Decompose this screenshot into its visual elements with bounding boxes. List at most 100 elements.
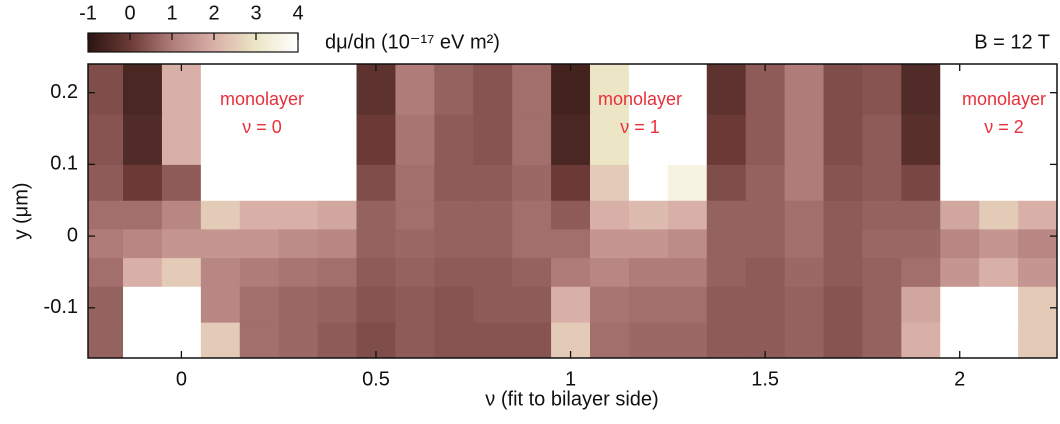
heatmap-cell <box>823 164 863 201</box>
heatmap-cell <box>512 228 552 259</box>
heatmap-cell <box>745 200 786 230</box>
heatmap-cell <box>667 64 708 115</box>
heatmap-cell <box>161 200 202 230</box>
colorbar-tick-label: 2 <box>208 2 219 24</box>
y-tick-label: 0.1 <box>50 153 78 175</box>
heatmap-cell <box>317 228 358 259</box>
heatmap-cell <box>1018 322 1057 358</box>
heatmap-cell <box>979 114 1019 165</box>
heatmap-cell <box>434 200 474 230</box>
heatmap-cell <box>317 114 358 165</box>
heatmap-cell <box>551 228 591 259</box>
heatmap-cell <box>395 200 435 230</box>
heatmap-cell <box>1018 114 1057 165</box>
heatmap-cell <box>473 64 513 115</box>
heatmap-cell <box>862 228 902 259</box>
heatmap-cell <box>667 322 708 358</box>
heatmap-cell <box>784 164 825 201</box>
x-tick-label: 1.5 <box>751 368 779 390</box>
heatmap-cell <box>317 200 358 230</box>
heatmap-cell <box>940 257 980 287</box>
heatmap-cell <box>667 200 708 230</box>
heatmap-cell <box>317 164 358 201</box>
heatmap-cell <box>1018 164 1057 201</box>
heatmap-cell <box>862 257 902 287</box>
heatmap-cell <box>123 164 163 201</box>
heatmap-cell <box>862 164 902 201</box>
heatmap-cell <box>161 228 202 259</box>
x-axis-label: ν (fit to bilayer side) <box>485 388 658 410</box>
heatmap-cell <box>278 200 319 230</box>
heatmap-cell <box>317 286 358 323</box>
heatmap-cell <box>434 64 474 115</box>
heatmap-cell <box>901 64 941 115</box>
colorbar-label: dμ/dn (10⁻¹⁷ eV m²) <box>325 31 500 53</box>
heatmap-cell <box>862 114 902 165</box>
heatmap-cell <box>88 322 124 358</box>
heatmap-cell <box>706 322 747 358</box>
heatmap-cell <box>88 286 124 323</box>
heatmap-cell <box>161 164 202 201</box>
heatmap-cell <box>745 286 786 323</box>
heatmap-cell <box>628 200 669 230</box>
heatmap-cell <box>356 257 396 287</box>
heatmap-cell <box>239 322 280 358</box>
heatmap-cell <box>512 200 552 230</box>
heatmap-cell <box>551 200 591 230</box>
heatmap-cell <box>784 200 825 230</box>
heatmap-cell <box>706 228 747 259</box>
heatmap-cell <box>512 286 552 323</box>
heatmap-cell <box>200 64 241 115</box>
heatmap-cell <box>278 322 319 358</box>
heatmap-cell <box>590 164 630 201</box>
heatmap-cell <box>628 322 669 358</box>
heatmap-cell <box>862 64 902 115</box>
annotation: ν = 1 <box>620 117 660 137</box>
heatmap-cell <box>901 228 941 259</box>
heatmap-cell <box>356 228 396 259</box>
x-tick-label: 0.5 <box>362 368 390 390</box>
heatmap-cell <box>434 228 474 259</box>
heatmap-cell <box>940 228 980 259</box>
x-tick-label: 2 <box>954 368 965 390</box>
heatmap-cell <box>784 114 825 165</box>
heatmap-cell <box>317 64 358 115</box>
heatmap-cell <box>473 286 513 323</box>
heatmap-cell <box>239 257 280 287</box>
heatmap-cell <box>590 114 630 165</box>
heatmap-cell <box>200 257 241 287</box>
heatmap-cell <box>551 286 591 323</box>
heatmap-cell <box>123 286 163 323</box>
heatmap-cell <box>628 286 669 323</box>
heatmap-cell <box>473 114 513 165</box>
heatmap-cell <box>200 286 241 323</box>
y-axis-label: y (μm) <box>10 182 32 239</box>
heatmap-cell <box>551 257 591 287</box>
heatmap-cell <box>356 200 396 230</box>
heatmap-cell <box>356 286 396 323</box>
heatmap-cell <box>901 322 941 358</box>
heatmap-cell <box>745 114 786 165</box>
colorbar <box>87 32 299 53</box>
heatmap-cell <box>473 164 513 201</box>
heatmap-cell <box>473 200 513 230</box>
heatmap-cell <box>784 228 825 259</box>
heatmap-cell <box>745 64 786 115</box>
x-tick-label: 0 <box>176 368 187 390</box>
heatmap-cell <box>395 286 435 323</box>
heatmap-cell <box>979 64 1019 115</box>
heatmap-cell <box>434 164 474 201</box>
heatmap-cell <box>88 228 124 259</box>
heatmap-cell <box>395 257 435 287</box>
heatmap-cell <box>901 286 941 323</box>
y-tick-label: 0.2 <box>50 81 78 103</box>
heatmap-cell <box>979 200 1019 230</box>
heatmap-cell <box>395 228 435 259</box>
heatmap-cell <box>590 286 630 323</box>
heatmap-cell <box>628 114 669 165</box>
heatmap-cell <box>1018 228 1057 259</box>
heatmap-cell <box>667 164 708 201</box>
heatmap-cell <box>940 286 980 323</box>
heatmap-cell <box>278 228 319 259</box>
